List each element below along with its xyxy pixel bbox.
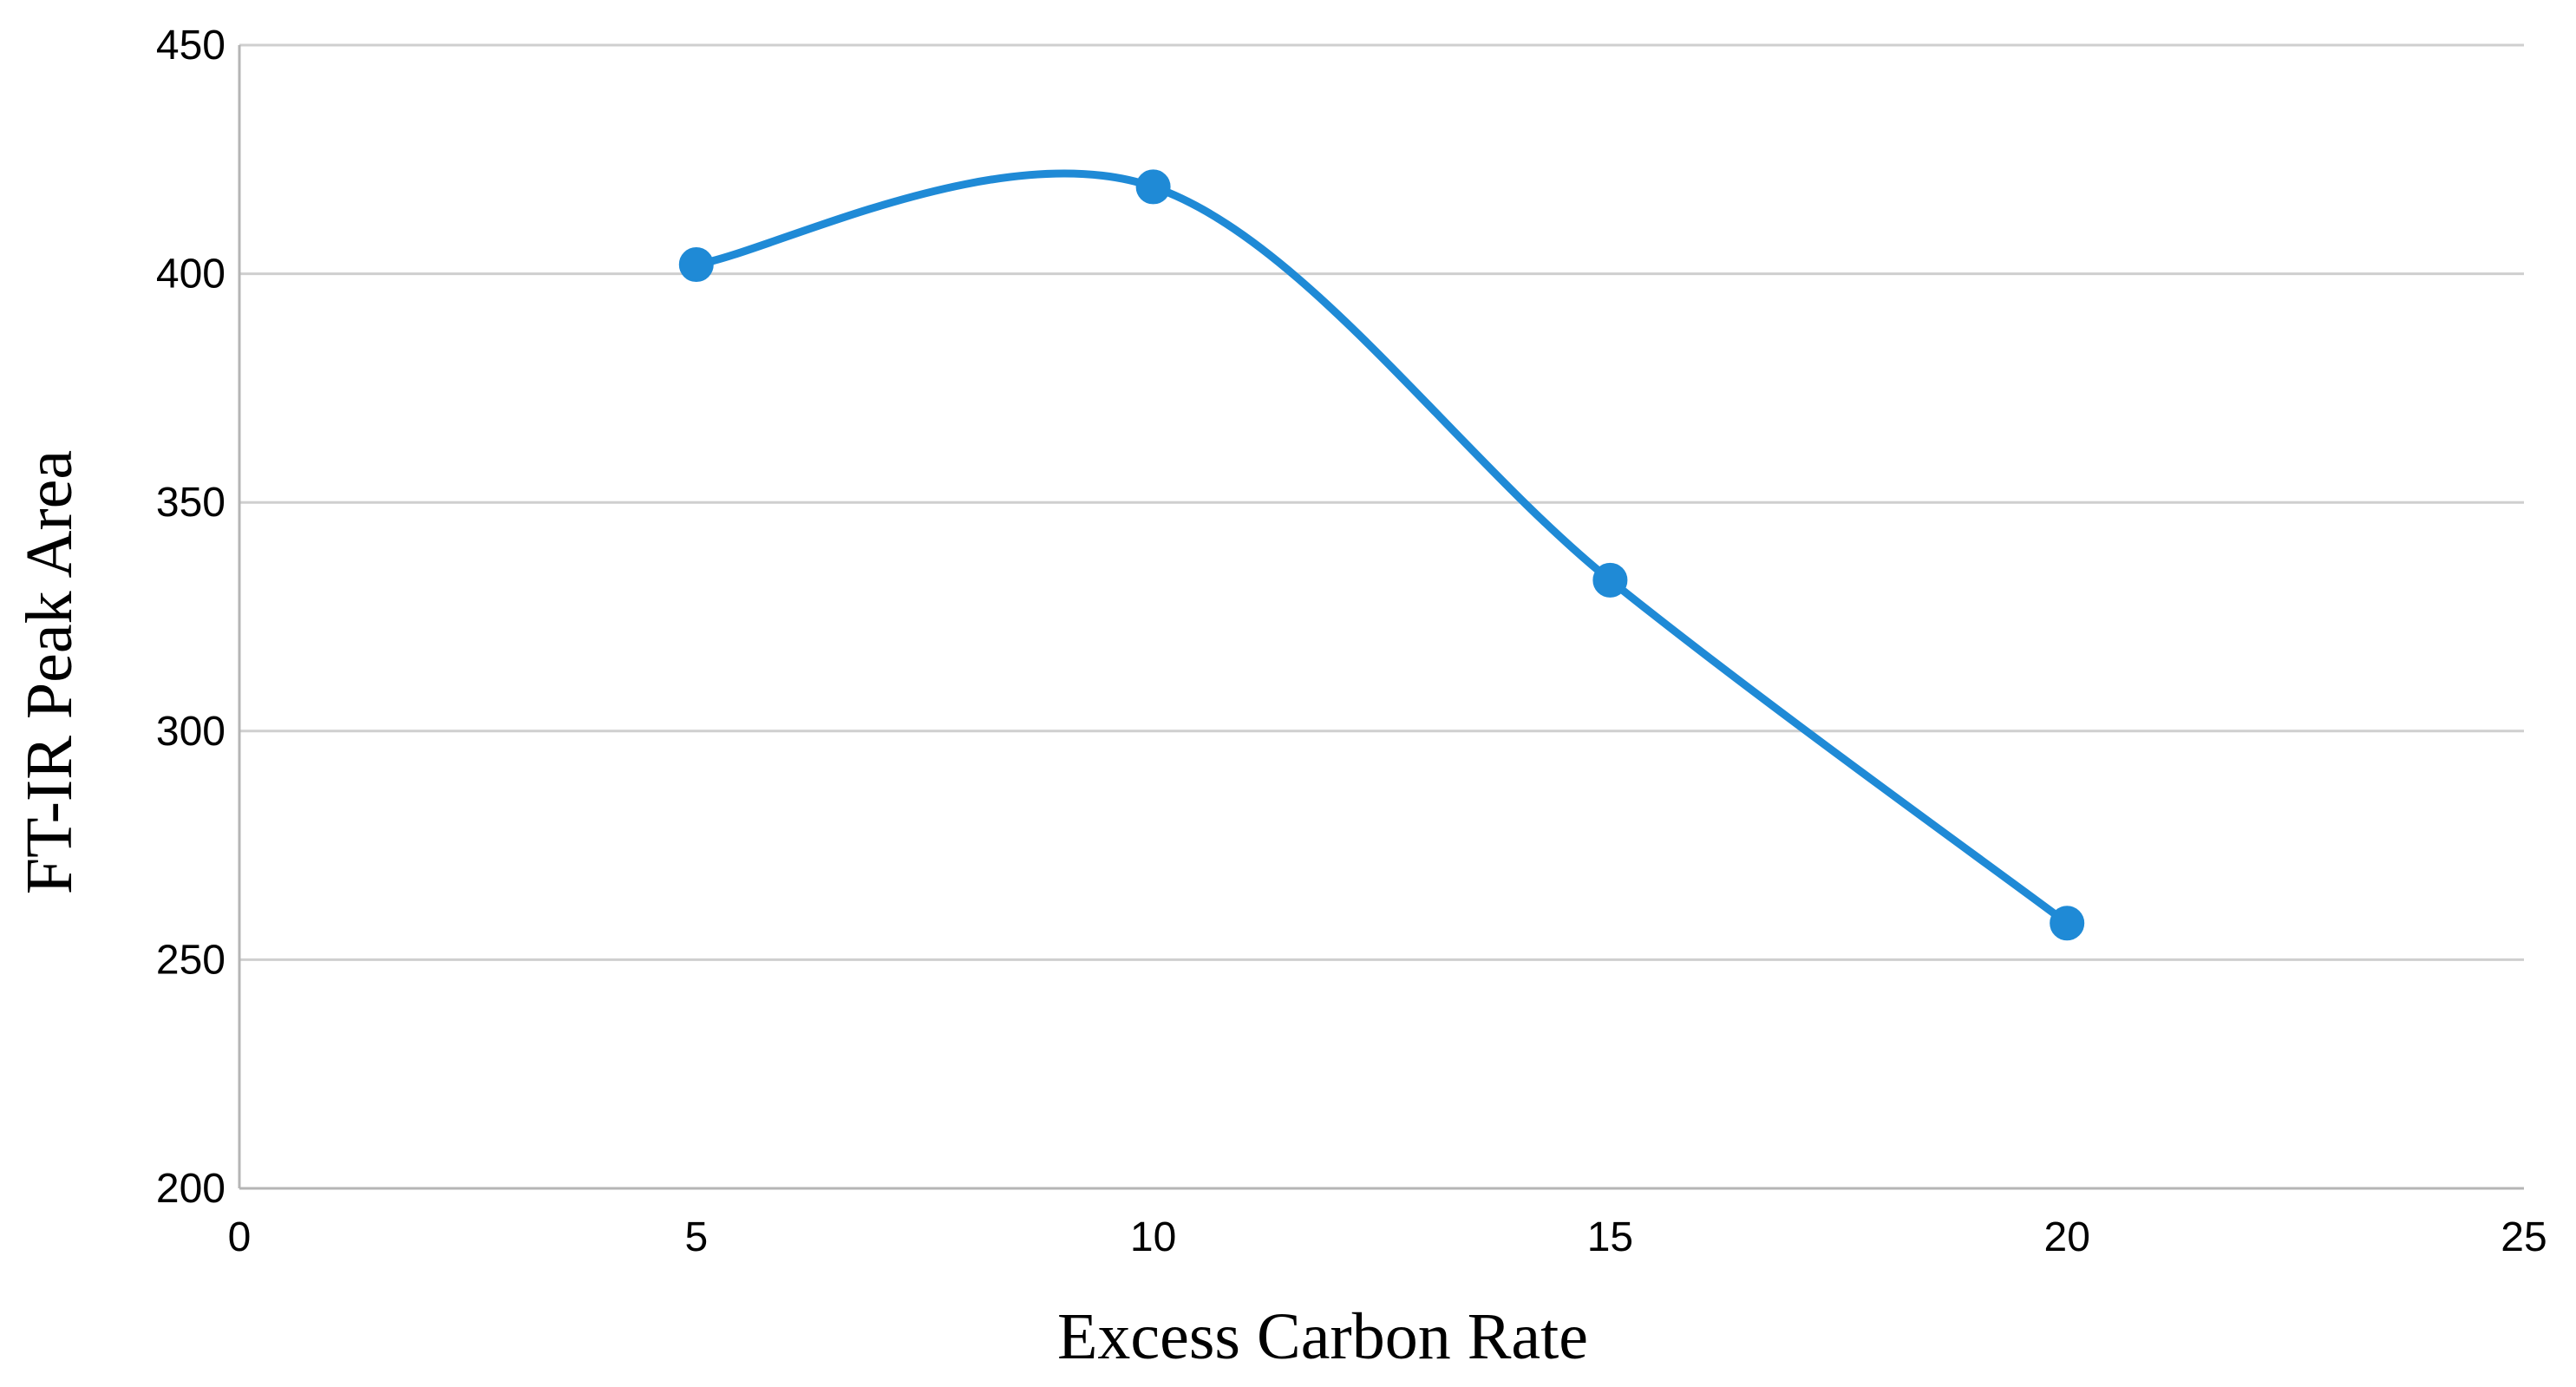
x-tick-label: 25 (2501, 1214, 2547, 1260)
data-point (1135, 169, 1171, 205)
x-tick-label: 0 (228, 1214, 252, 1260)
y-tick-label: 250 (156, 937, 226, 983)
x-axis-title: Excess Carbon Rate (1057, 1300, 1588, 1373)
y-tick-label: 450 (156, 23, 226, 69)
x-tick-label: 5 (684, 1214, 708, 1260)
data-point (1592, 562, 1628, 598)
y-axis-title: FT-IR Peak Area (13, 450, 86, 894)
series-line (692, 169, 2071, 927)
y-tick-label: 200 (156, 1166, 226, 1212)
x-tick-label: 20 (2044, 1214, 2090, 1260)
y-tick-label: 350 (156, 480, 226, 526)
y-tick-labels: 200 250 300 350 400 450 (156, 23, 226, 1212)
y-tick-label: 400 (156, 252, 226, 298)
x-tick-label: 10 (1130, 1214, 1176, 1260)
data-series (678, 169, 2085, 941)
x-tick-label: 15 (1587, 1214, 1633, 1260)
data-point (2050, 906, 2085, 941)
gridlines (239, 43, 2524, 961)
y-tick-label: 300 (156, 709, 226, 755)
data-point (678, 247, 714, 283)
axes (238, 45, 2524, 1190)
x-tick-labels: 0 5 10 15 20 25 (228, 1214, 2547, 1260)
